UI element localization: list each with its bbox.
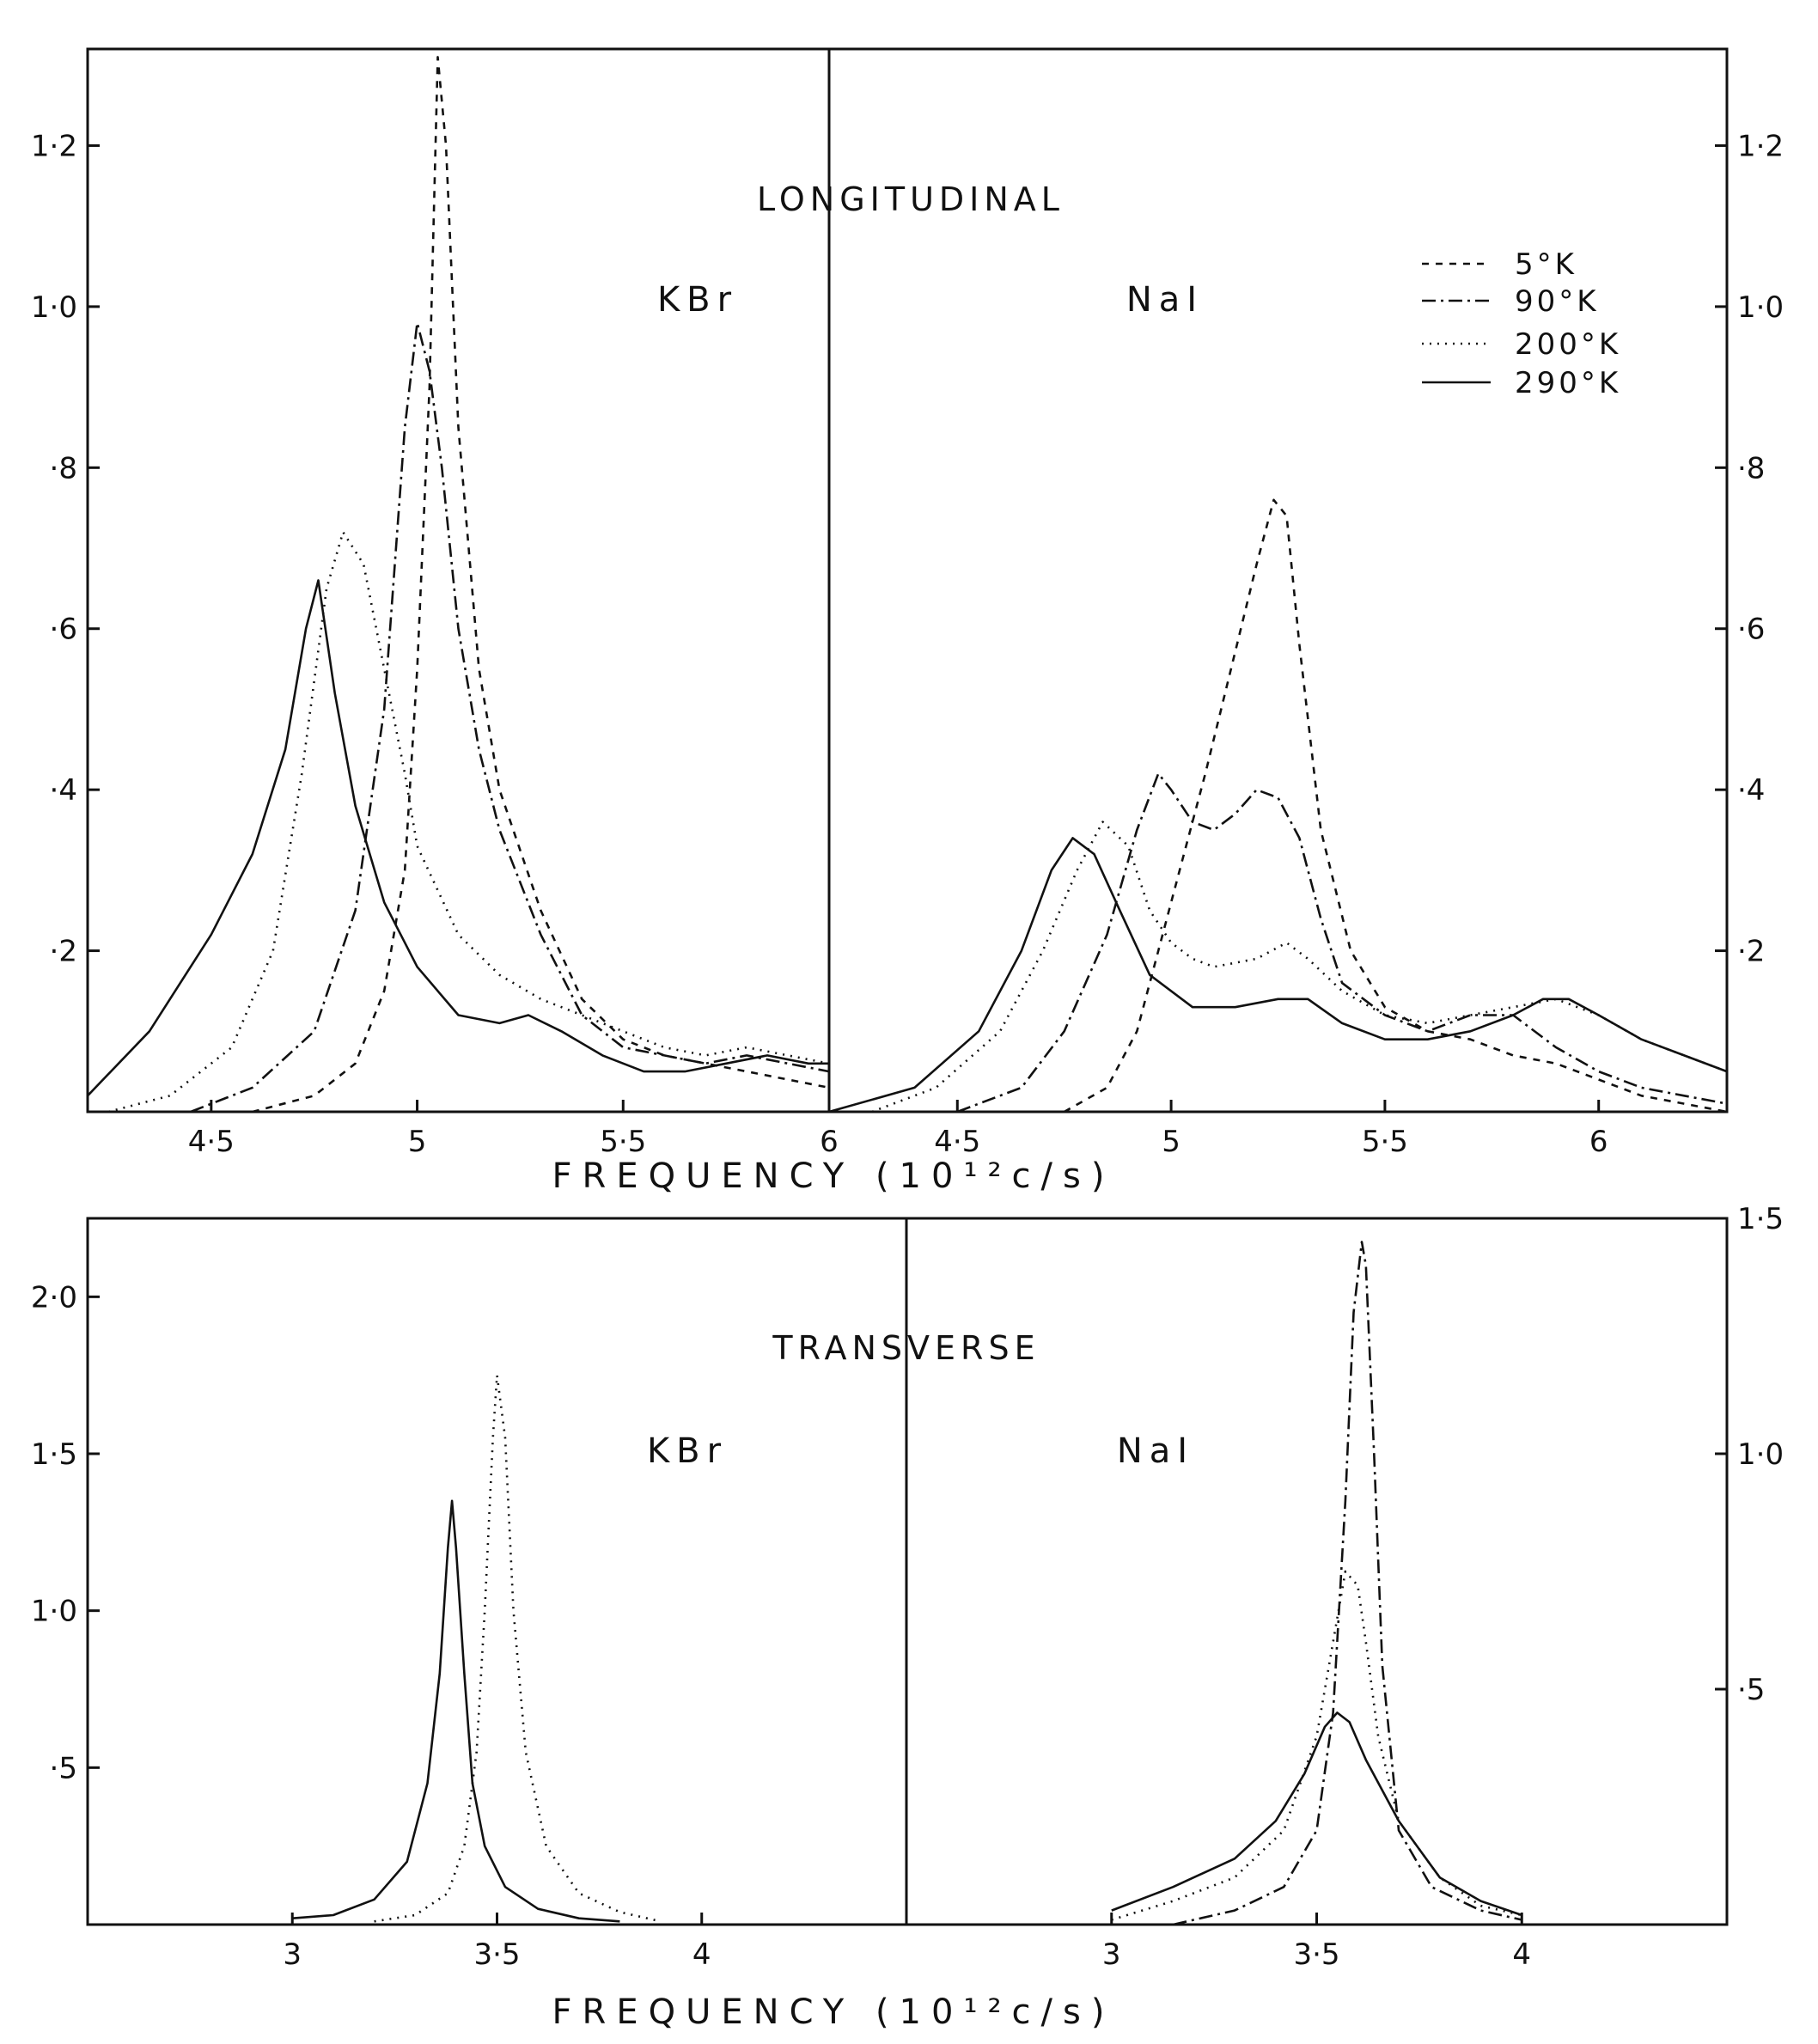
legend-label-200k: 200°K — [1515, 327, 1621, 362]
x-tick-label-long_kbr-3: 6 — [820, 1125, 839, 1159]
y-tick-label-long_kbr-4: 1·0 — [31, 290, 77, 325]
y-tick-label-trans_nai-0: ·5 — [1737, 1673, 1765, 1707]
series-trans_nai-290K — [1111, 1711, 1522, 1917]
x-tick-label-long_nai-2: 5·5 — [1362, 1125, 1408, 1159]
y-tick-label-trans_kbr-1: 1·0 — [31, 1595, 77, 1629]
y-tick-label-trans_nai-2: 1·5 — [1737, 1202, 1784, 1236]
plot-frame-long_nai — [827, 47, 1729, 1114]
y-tick-label-long_kbr-5: 1·2 — [31, 129, 77, 163]
heading-long_kbr: LONGITUDINAL — [757, 180, 1065, 218]
bottom-xlabel: FREQUENCY (10¹²c/s) — [552, 1992, 1115, 2032]
x-tick-label-long_kbr-0: 4·5 — [188, 1125, 235, 1159]
y-tick-label-trans_kbr-2: 1·5 — [31, 1437, 77, 1472]
x-tick-label-trans_kbr-2: 4 — [692, 1937, 711, 1972]
x-tick-label-long_kbr-1: 5 — [408, 1125, 427, 1159]
series-long_kbr-5K — [252, 56, 830, 1114]
x-tick-label-trans_nai-0: 3 — [1102, 1937, 1121, 1972]
y-tick-label-long_nai-0: ·2 — [1737, 935, 1765, 969]
material-label-long_nai: NaI — [1126, 280, 1204, 320]
series-long_nai-90K — [956, 772, 1728, 1114]
panel-long_kbr: 4·5 5 5·5 6 ·2 ·4 ·6 ·8 1·0 1·2 LONGITUDINAL KBr — [31, 47, 1065, 1159]
legend-label-290k: 290°K — [1515, 366, 1621, 400]
legend: 5°K 90°K 200°K 290°K — [1422, 247, 1621, 400]
series-long_kbr-290K — [87, 579, 829, 1097]
series-long_kbr-90K — [190, 321, 830, 1114]
legend-label-90k: 90°K — [1515, 284, 1600, 319]
y-tick-label-long_nai-5: 1·2 — [1737, 129, 1784, 163]
x-tick-label-trans_kbr-1: 3·5 — [473, 1937, 520, 1972]
y-tick-label-long_nai-4: 1·0 — [1737, 290, 1784, 325]
x-tick-label-trans_nai-2: 4 — [1512, 1937, 1531, 1972]
x-tick-label-long_nai-3: 6 — [1589, 1125, 1608, 1159]
series-long_kbr-200K — [107, 531, 830, 1114]
material-label-trans_kbr: KBr — [647, 1431, 728, 1471]
series-long_nai-290K — [828, 837, 1728, 1114]
plot-frame-trans_nai — [905, 1217, 1729, 1926]
top-xlabel: FREQUENCY (10¹²c/s) — [552, 1156, 1115, 1196]
panel-trans_nai: 3 3·5 4 ·5 1·0 1·5 NaI — [905, 1202, 1784, 1972]
x-tick-label-long_kbr-2: 5·5 — [600, 1125, 646, 1159]
plot-frame-trans_kbr — [86, 1217, 908, 1926]
series-trans_kbr-200K — [374, 1374, 662, 1923]
series-long_nai-5K — [1064, 498, 1728, 1114]
y-tick-label-trans_nai-1: 1·0 — [1737, 1437, 1784, 1472]
series-trans_kbr-290K — [292, 1499, 620, 1923]
x-tick-label-trans_kbr-0: 3 — [283, 1937, 302, 1972]
panel-long_nai: 4·5 5 5·5 6 ·2 ·4 ·6 ·8 1·0 1·2 NaI — [827, 47, 1784, 1159]
y-tick-label-long_kbr-0: ·2 — [50, 935, 77, 969]
x-tick-label-long_nai-1: 5 — [1162, 1125, 1180, 1159]
y-tick-label-long_nai-1: ·4 — [1737, 773, 1765, 808]
y-tick-label-trans_kbr-3: 2·0 — [31, 1280, 77, 1315]
y-tick-label-long_kbr-2: ·6 — [50, 613, 77, 647]
material-label-trans_nai: NaI — [1117, 1431, 1194, 1471]
y-tick-label-long_kbr-3: ·8 — [50, 451, 77, 485]
legend-label-5k: 5°K — [1515, 247, 1577, 282]
panel-trans_kbr: 3 3·5 4 ·5 1·0 1·5 2·0 TRANSVERSE KBr — [31, 1217, 1040, 1972]
y-tick-label-long_nai-3: ·8 — [1737, 451, 1765, 485]
series-long_nai-200K — [871, 821, 1728, 1114]
x-tick-label-trans_nai-1: 3·5 — [1293, 1937, 1339, 1972]
material-label-long_kbr: KBr — [657, 280, 738, 320]
x-tick-label-long_nai-0: 4·5 — [934, 1125, 980, 1159]
y-tick-label-long_nai-2: ·6 — [1737, 613, 1765, 647]
y-tick-label-long_kbr-1: ·4 — [50, 773, 77, 808]
panels-layer: 4·5 5 5·5 6·2·4·6·81·01·2LONGITUDINALKBr4·5… — [31, 47, 1784, 1972]
series-trans_nai-90K — [1173, 1241, 1522, 1926]
heading-trans_kbr: TRANSVERSE — [772, 1329, 1040, 1367]
y-tick-label-trans_kbr-0: ·5 — [50, 1751, 77, 1785]
